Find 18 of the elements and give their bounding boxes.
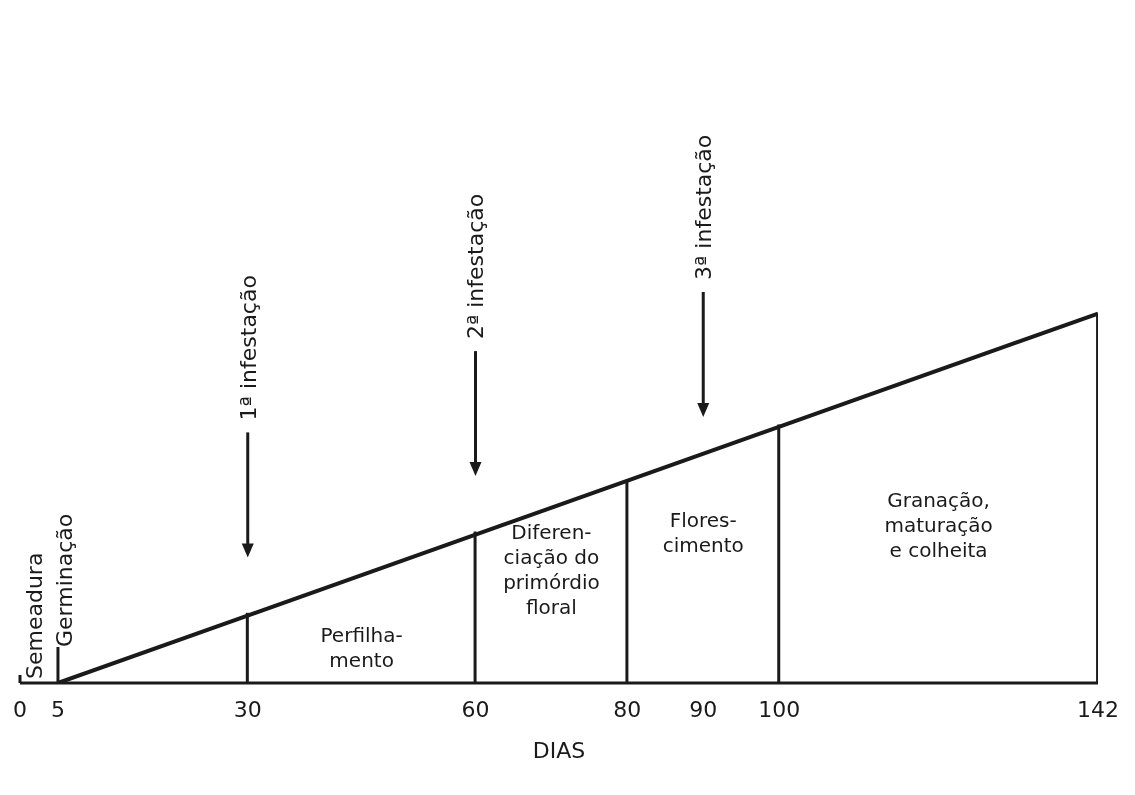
- x-tick-label: 30: [233, 696, 262, 722]
- annotation: Diferen- ciação do primórdio floral: [503, 519, 600, 619]
- ref-line-label: 2ª infestação: [463, 193, 489, 340]
- x-tick-label: 100: [758, 696, 801, 722]
- x-tick-label: 60: [461, 696, 490, 722]
- ref-line-label: Germinação: [51, 513, 77, 647]
- annotation: Semeadura: [22, 552, 47, 679]
- annotation: Perfilha- mento: [320, 622, 403, 672]
- x-tick-label: 90: [689, 696, 718, 722]
- x-tick-label: 0: [13, 696, 27, 722]
- x-tick-label: 80: [613, 696, 642, 722]
- ref-line-label: 1ª infestação: [235, 275, 261, 421]
- ref-line-label: 3ª infestação: [691, 134, 717, 280]
- x-tick-label: 142: [1077, 696, 1119, 722]
- annotation: Granação, maturação e colheita: [884, 488, 993, 563]
- x-tick-label: 5: [50, 696, 65, 722]
- x-axis-title: DIAS: [532, 738, 586, 763]
- annotation: Flores- cimento: [662, 508, 744, 558]
